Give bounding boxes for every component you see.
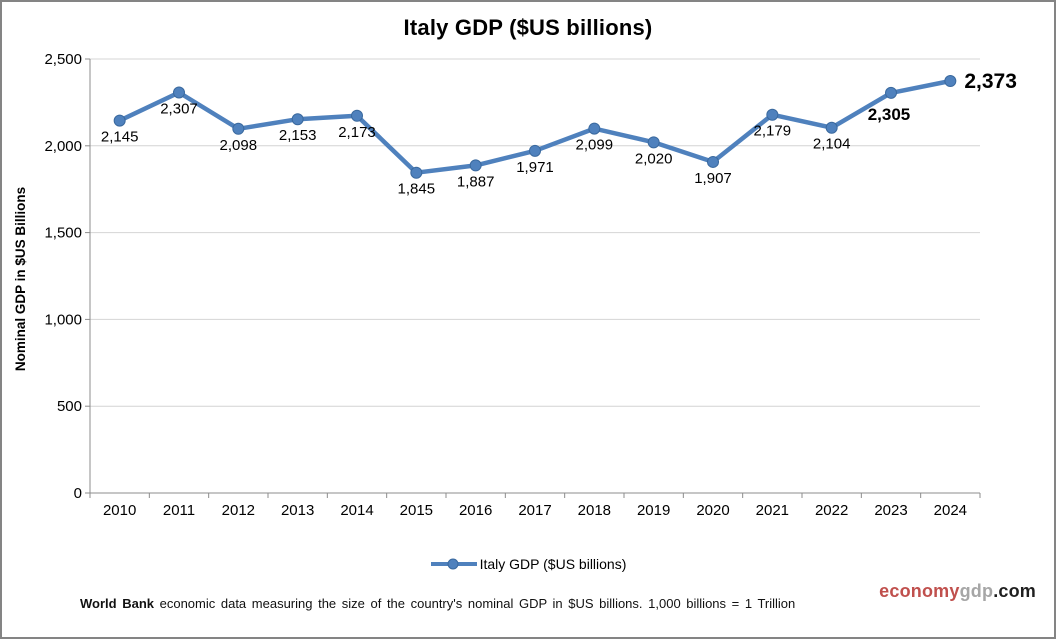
data-point-2021 — [766, 108, 779, 121]
x-tick-label: 2017 — [518, 502, 551, 519]
data-label-2020: 1,907 — [694, 170, 732, 187]
y-tick-label: 0 — [74, 485, 82, 502]
data-label-2013: 2,153 — [279, 127, 317, 144]
data-label-2017: 1,971 — [516, 159, 554, 176]
data-label-2024: 2,373 — [964, 70, 1017, 93]
logo-com: .com — [993, 581, 1036, 601]
data-label-2023: 2,305 — [868, 105, 911, 124]
y-tick-label: 2,500 — [44, 51, 82, 68]
y-tick-label: 1,500 — [44, 225, 82, 242]
x-tick-label: 2024 — [934, 502, 967, 519]
data-point-2015 — [410, 166, 423, 179]
data-label-2021: 2,179 — [754, 123, 792, 140]
data-point-2020 — [707, 155, 719, 168]
x-tick-label: 2013 — [281, 502, 314, 519]
data-point-2013 — [291, 113, 304, 126]
data-point-2016 — [469, 159, 482, 172]
logo-gdp: gdp — [959, 581, 994, 601]
chart-title: Italy GDP ($US billions) — [403, 15, 653, 40]
data-label-2019: 2,020 — [635, 150, 673, 167]
data-point-2023 — [885, 86, 897, 99]
y-tick-label: 1,000 — [44, 311, 82, 328]
data-point-2022 — [825, 121, 838, 134]
data-label-2012: 2,098 — [220, 137, 258, 154]
x-tick-label: 2018 — [578, 502, 611, 519]
data-point-2014 — [351, 109, 363, 122]
data-point-2024 — [944, 75, 957, 88]
data-point-2017 — [529, 144, 541, 157]
x-tick-label: 2010 — [103, 502, 136, 519]
data-point-2011 — [173, 86, 185, 99]
site-logo: economygdp.com — [879, 581, 1036, 602]
x-tick-label: 2020 — [696, 502, 729, 519]
data-label-2018: 2,099 — [576, 137, 614, 154]
x-tick-label: 2011 — [163, 502, 195, 519]
legend-marker-icon — [430, 558, 477, 570]
x-tick-label: 2019 — [637, 502, 670, 519]
x-tick-label: 2014 — [340, 502, 373, 519]
data-point-2019 — [647, 136, 660, 149]
data-label-2011: 2,307 — [160, 101, 198, 118]
source-note-bold: World Bank — [80, 596, 154, 611]
legend: Italy GDP ($US billions) — [2, 554, 1054, 574]
data-point-2012 — [232, 122, 245, 135]
x-tick-label: 2023 — [874, 502, 907, 519]
data-label-2015: 1,845 — [398, 181, 436, 198]
source-note-text: economic data measuring the size of the … — [154, 596, 796, 611]
y-tick-label: 500 — [57, 398, 82, 415]
x-tick-label: 2021 — [756, 502, 789, 519]
data-point-2018 — [588, 122, 601, 135]
data-point-2010 — [113, 114, 126, 127]
y-tick-label: 2,000 — [44, 138, 82, 155]
x-tick-label: 2016 — [459, 502, 492, 519]
data-label-2022: 2,104 — [813, 136, 851, 153]
x-tick-label: 2012 — [222, 502, 255, 519]
source-note: World Bank economic data measuring the s… — [80, 596, 795, 611]
x-tick-label: 2015 — [400, 502, 433, 519]
legend-label: Italy GDP ($US billions) — [479, 556, 627, 572]
data-label-2016: 1,887 — [457, 173, 495, 190]
x-tick-label: 2022 — [815, 502, 848, 519]
data-label-2014: 2,173 — [338, 124, 376, 141]
y-axis-title: Nominal GDP in $US Billions — [13, 187, 28, 371]
gdp-line-chart: 0 500 1,000 1,500 2,000 2,500 2010 2011 2012 2013… — [13, 51, 1017, 519]
data-label-2010: 2,145 — [101, 129, 139, 146]
logo-economy: economy — [879, 581, 960, 601]
